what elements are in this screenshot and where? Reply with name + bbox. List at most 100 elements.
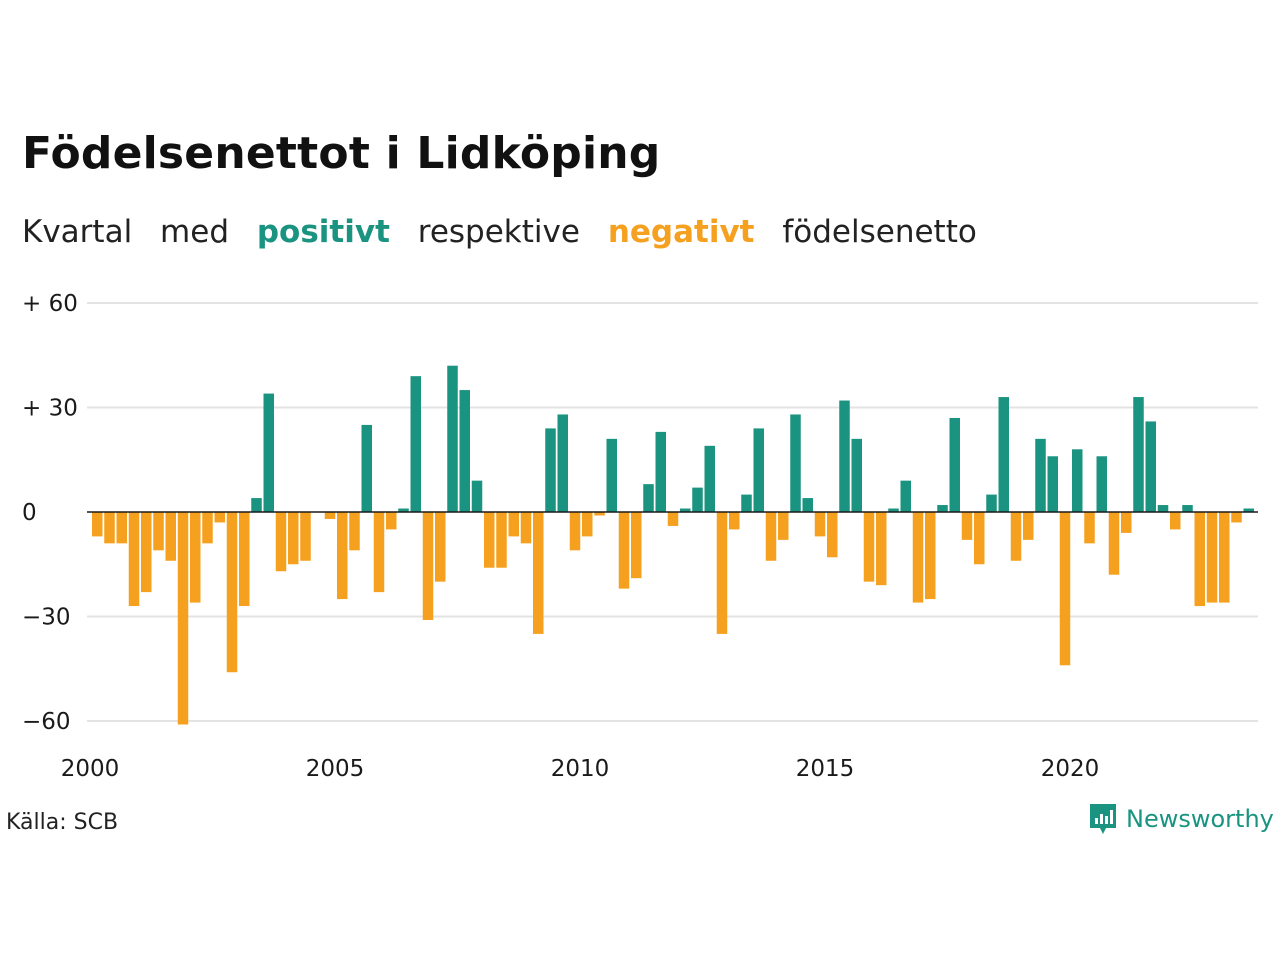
bar-negative [349,512,360,551]
bar-negative [153,512,164,551]
bar-negative [1194,512,1205,607]
bar-positive [557,414,568,512]
bar-negative [1023,512,1034,540]
bar-positive [1157,505,1169,512]
bar-positive [1047,456,1058,512]
bar-negative [1059,512,1071,666]
chart-subtitle: Kvartal med positivt respektive negativt… [22,214,995,250]
bar-negative [827,512,838,558]
bar-negative [422,512,434,620]
bar-negative [618,512,630,589]
bar-positive [839,400,850,512]
bar-negative [1108,512,1120,575]
bar-negative [214,512,225,523]
bar-negative [814,512,826,537]
bar-negative [92,512,103,537]
y-tick-label: + 60 [22,291,78,317]
bar-negative [974,512,985,565]
bar-positive [655,431,666,512]
bar-positive [802,498,813,512]
subtitle-negative-label: negativt [607,214,755,250]
bar-negative [716,512,728,634]
grid-layer [87,302,1258,722]
bar-negative [863,512,875,582]
bar-positive [851,438,862,512]
bar-negative [961,512,973,540]
bar-negative [1206,512,1218,603]
bar-positive [1243,508,1254,512]
bar-positive [900,480,911,512]
bar-negative [104,512,115,544]
subtitle-text-fodelsenetto: födelsenetto [782,214,977,250]
bar-negative [288,512,299,565]
bar-negative [324,512,336,519]
bar-negative [177,512,189,725]
bar-negative [116,512,127,544]
bar-positive [1035,438,1046,512]
bar-negative [275,512,287,572]
bar-positive [704,445,715,512]
x-tick-label: 2005 [306,756,365,782]
bar-negative [226,512,238,673]
bar-negative [435,512,446,582]
brand-name: Newsworthy [1126,805,1274,833]
y-tick-label: + 30 [22,396,78,422]
bar-positive [545,428,556,512]
bar-positive [263,393,274,512]
bar-negative [239,512,250,607]
bar-negative [520,512,532,544]
bar-negative [876,512,887,586]
bar-negative [582,512,593,537]
bar-positive [888,508,899,512]
bar-positive [361,424,372,512]
subtitle-text-med: med [160,214,229,250]
bar-negative [300,512,311,561]
bars-layer [92,365,1254,725]
x-tick-label: 2020 [1041,756,1100,782]
bar-negative [631,512,642,579]
bar-negative [496,512,507,568]
bar-negative [1231,512,1242,523]
x-tick-label: 2000 [61,756,120,782]
bar-negative [1121,512,1132,533]
bar-negative [594,512,605,516]
bar-positive [459,390,470,512]
bar-positive [643,484,654,512]
bar-negative [778,512,789,540]
bar-negative [484,512,495,568]
bar-negative [202,512,213,544]
bar-negative [508,512,519,537]
bar-positive [680,508,691,512]
x-tick-labels: 2000 2005 2010 2015 2020 [61,756,1100,782]
bar-negative [533,512,544,634]
x-tick-label: 2015 [796,756,855,782]
bar-positive [998,397,1009,512]
bar-negative [128,512,140,607]
bar-positive [410,376,421,512]
bar-negative [373,512,385,593]
subtitle-positive-label: positivt [256,214,390,250]
bar-negative [667,512,679,526]
chart-title: Födelsenettot i Lidköping [22,128,661,179]
bar-negative [569,512,581,551]
bar-positive [1145,421,1156,512]
bar-positive [471,480,483,512]
bar-negative [141,512,152,593]
bar-positive [606,438,617,512]
bar-negative [165,512,176,561]
source-note: Källa: SCB [6,810,119,835]
bar-positive [949,417,960,512]
bar-positive [447,365,458,512]
bar-negative [729,512,740,530]
bar-positive [398,508,409,512]
x-tick-label: 2010 [551,756,610,782]
y-tick-label: −60 [22,709,71,735]
bar-chart: + 60 + 30 0 −30 −60 2000 2005 2010 2015 2020 [22,291,1258,782]
bar-negative [190,512,201,603]
bar-negative [1010,512,1022,561]
bar-positive [1133,397,1144,512]
bar-positive [753,428,764,512]
newsworthy-brand[interactable]: Newsworthy [1088,802,1274,836]
bar-negative [765,512,777,561]
bar-positive [790,414,801,512]
